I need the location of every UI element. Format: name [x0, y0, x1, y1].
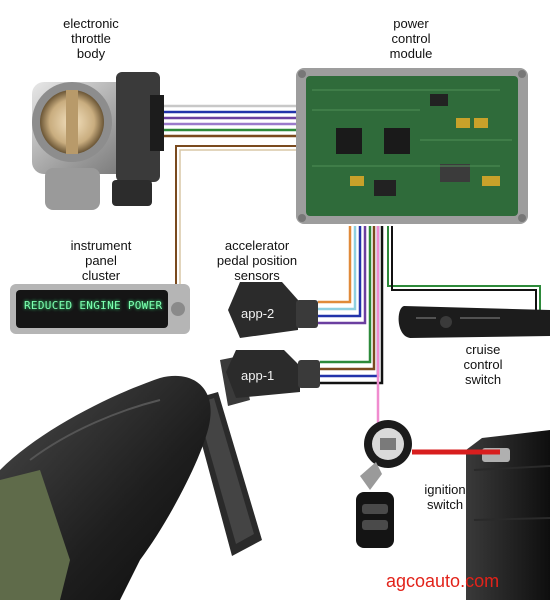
brand-watermark: agcoauto.com: [386, 571, 500, 591]
label-ignition-switch: ignition switch: [424, 482, 466, 512]
label-cruise-control: cruise control switch: [463, 342, 503, 387]
power-control-module: [296, 68, 528, 224]
tag-app-1: app-1: [241, 368, 275, 383]
ignition-switch: [356, 420, 412, 548]
driver-shoe: [0, 375, 211, 600]
label-power-control-module: power control module: [389, 16, 433, 61]
label-instrument-cluster: instrument panel cluster: [70, 238, 132, 283]
instrument-cluster: [10, 284, 190, 334]
cruise-control-stalk: [398, 306, 550, 338]
app-1-sensor: [226, 350, 320, 398]
cruise-wire-harness: [387, 226, 541, 310]
app-wire-harness: [318, 226, 384, 385]
throttle-body: [32, 72, 164, 210]
label-throttle-body: electronic throttle body: [63, 16, 119, 61]
app-2-sensor: [228, 282, 318, 338]
throttle-wire-harness: [164, 104, 300, 138]
cluster-display-text: REDUCED ENGINE POWER: [24, 299, 163, 312]
label-app-sensors: accelerator pedal position sensors: [216, 238, 298, 283]
cluster-wire: [175, 145, 300, 284]
tag-app-2: app-2: [241, 306, 275, 321]
